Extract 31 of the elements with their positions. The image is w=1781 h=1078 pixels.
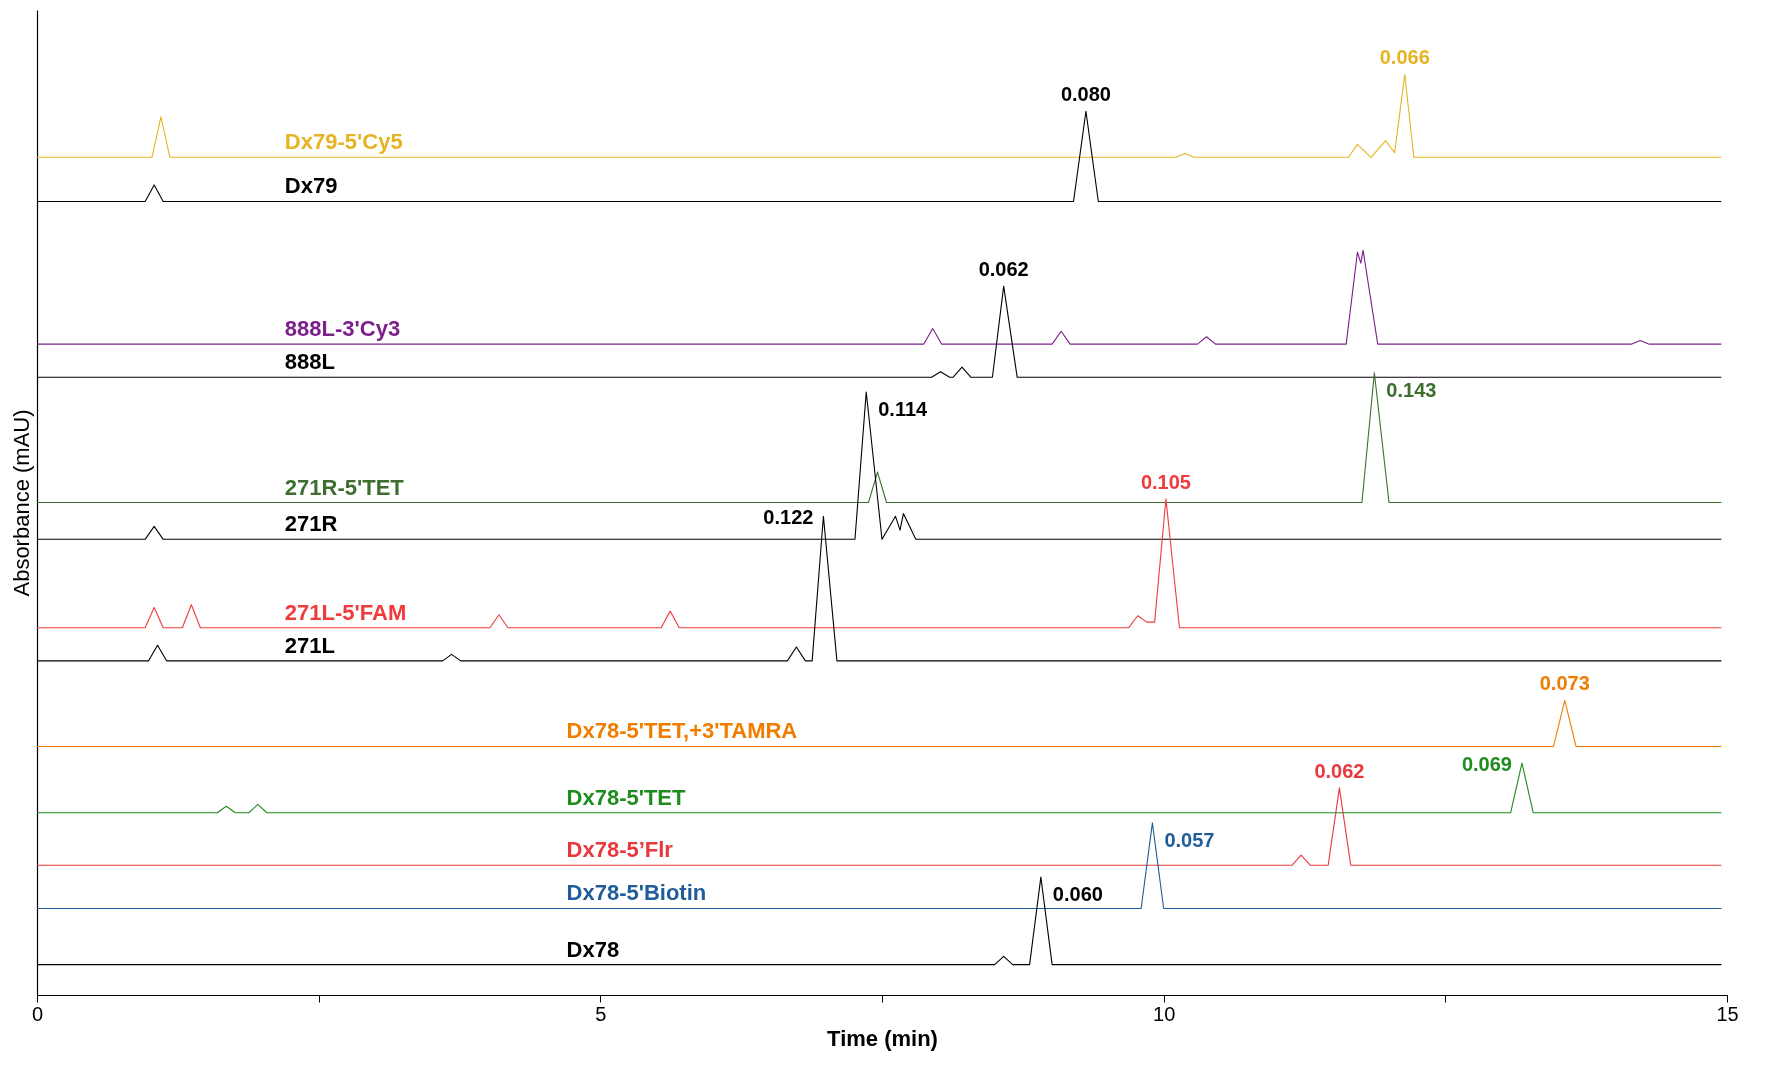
- annotation: 0.143: [1386, 378, 1437, 401]
- annotation: 0.057: [1164, 828, 1215, 851]
- annotation: 0.122: [763, 506, 814, 529]
- x-tick-label: 0: [31, 1002, 44, 1025]
- series-label: 888L: [284, 349, 336, 375]
- annotation: 0.105: [1140, 470, 1191, 493]
- annotation: 0.062: [1314, 759, 1365, 782]
- series-label: 271L: [284, 632, 336, 658]
- series-label: 271L-5'FAM: [284, 599, 407, 625]
- x-tick-label: 10: [1153, 1002, 1176, 1025]
- x-tick-label: 5: [595, 1002, 607, 1025]
- series-label: Dx78: [566, 936, 620, 962]
- series-label: Dx78-5'Biotin: [566, 880, 707, 906]
- x-axis-title: Time (min): [827, 1025, 938, 1051]
- annotation: 0.080: [1060, 83, 1111, 106]
- series-label: 271R: [284, 511, 338, 537]
- series-label: Dx78-5’Flr: [566, 837, 674, 863]
- x-tick-label: 15: [1716, 1002, 1739, 1025]
- series-label: Dx78-5'TET: [566, 784, 687, 810]
- series-label: Dx79-5'Cy5: [284, 129, 403, 155]
- series-label: 271R-5'TET: [284, 474, 405, 500]
- annotation: 0.066: [1379, 46, 1430, 69]
- annotation: 0.069: [1461, 753, 1512, 776]
- y-axis-title: Absorbance (mAU): [8, 409, 34, 597]
- annotation: 0.062: [978, 258, 1029, 281]
- annotation: 0.073: [1539, 672, 1590, 695]
- series-label: 888L-3'Cy3: [284, 316, 401, 342]
- annotation: 0.114: [878, 398, 929, 421]
- annotation: 0.060: [1052, 883, 1103, 906]
- series-label: Dx78-5'TET,+3'TAMRA: [566, 718, 798, 744]
- series-label: Dx79: [284, 173, 338, 199]
